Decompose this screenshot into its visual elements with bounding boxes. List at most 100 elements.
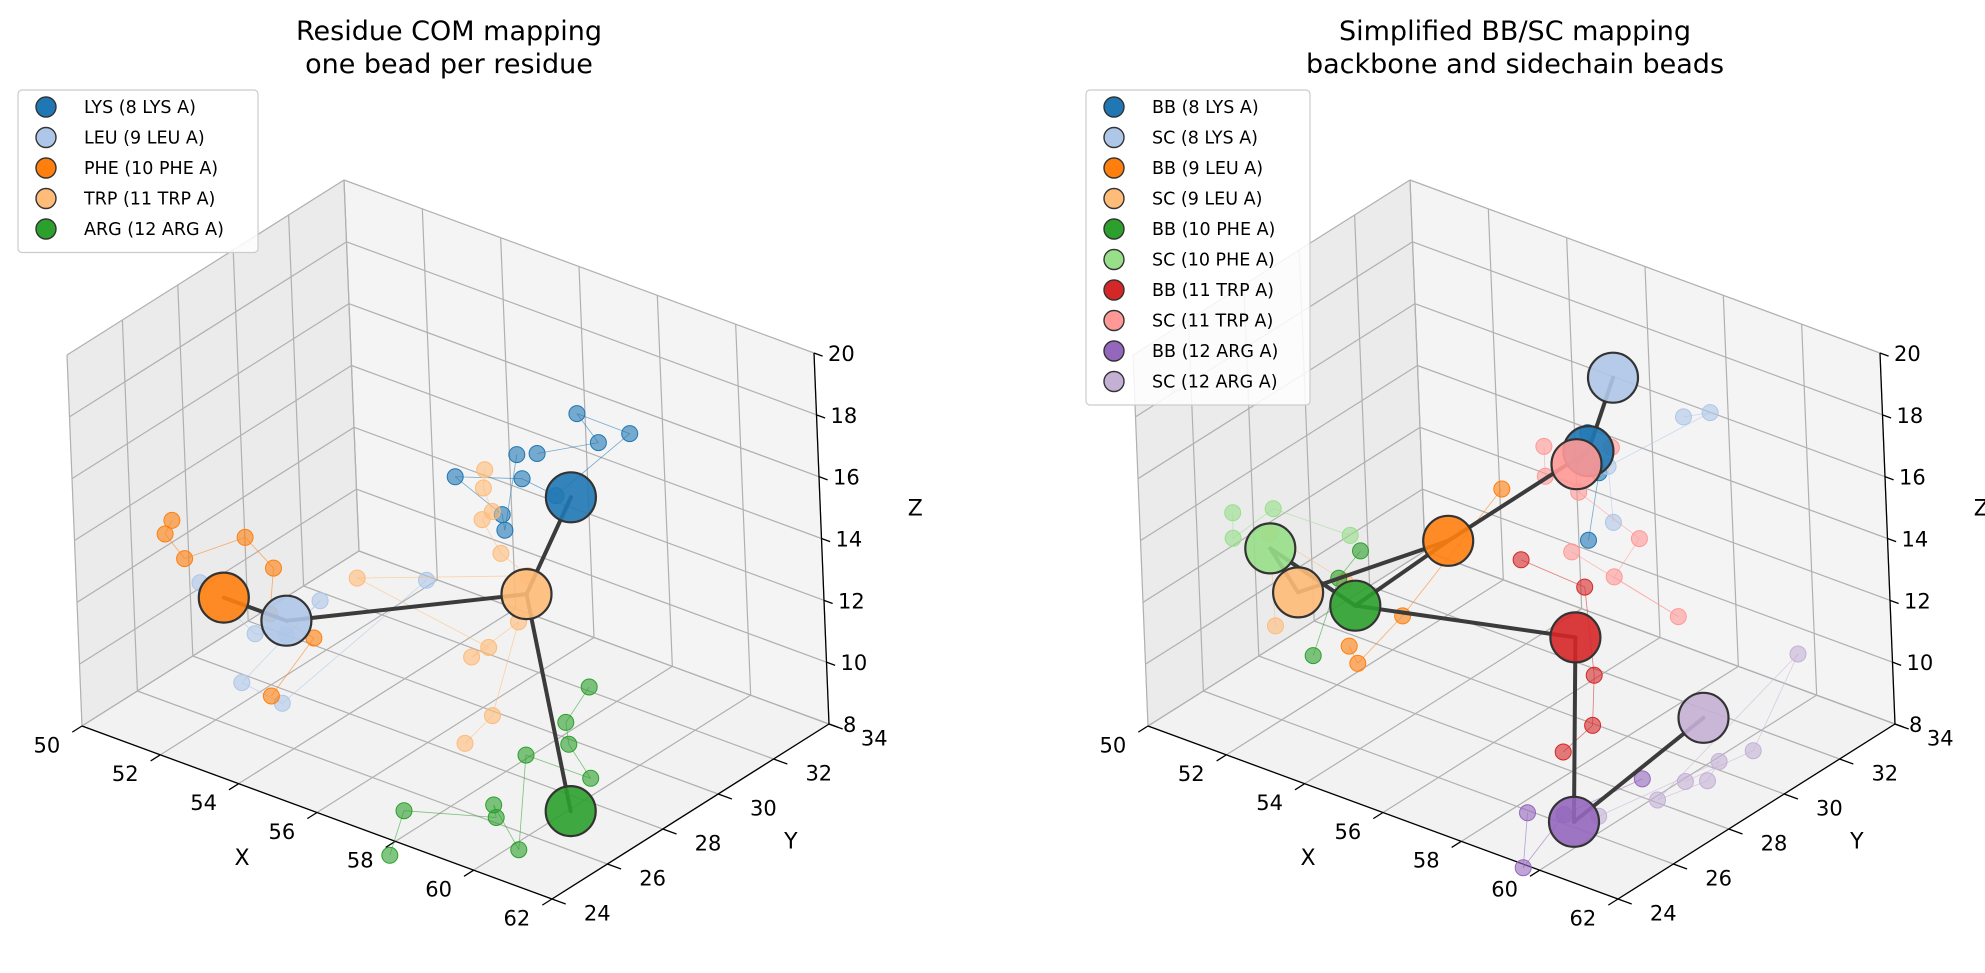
y-tick-label: 30 [1816, 797, 1843, 821]
gridline-z-left [76, 426, 355, 603]
x-tick-mark [1294, 783, 1306, 791]
bead-bond [284, 592, 529, 623]
chart-subtitle: one bead per residue [305, 49, 593, 80]
x-axis-label: X [1301, 846, 1316, 871]
atom-point [1630, 530, 1648, 548]
bead-bb-11 [1549, 611, 1602, 664]
gridline-z-left [66, 179, 345, 356]
atom-bond [471, 621, 519, 658]
atom-point [1669, 608, 1687, 626]
gridline-z-back [1414, 303, 1886, 478]
atom-point [517, 746, 535, 764]
bead-sc-11 [1550, 438, 1603, 491]
atom-point [582, 769, 600, 787]
bead-sc-9 [1271, 566, 1325, 619]
legend-marker [1103, 218, 1125, 240]
data-layer [1224, 351, 1807, 877]
gridline-y-floor [1369, 585, 1840, 760]
atom-point [474, 479, 492, 497]
atom-bond [356, 577, 489, 648]
z-tick-label: 18 [831, 404, 858, 428]
y-tick-label: 26 [639, 867, 666, 891]
gridline-x-floor [1304, 608, 1582, 785]
atom-point [236, 528, 254, 546]
atom-point [476, 461, 494, 479]
gridline-x-floor [1382, 636, 1661, 814]
bead-bond [1571, 715, 1706, 824]
gridline-y-floor [303, 585, 774, 760]
z-tick-mark [1887, 537, 1897, 543]
z-tick-mark [816, 414, 826, 419]
legend-marker [35, 187, 57, 210]
atom-point [262, 687, 280, 705]
bead-bond [1571, 635, 1578, 824]
atom-point [446, 468, 464, 486]
atom-point [1633, 770, 1651, 788]
atom-point [1519, 804, 1536, 822]
legend-label: BB (11 TRP A) [1152, 281, 1274, 301]
atom-point [1512, 551, 1530, 569]
atom-point [1649, 791, 1666, 809]
y-tick-mark [662, 828, 677, 835]
chart-subtitle: backbone and sidechain beads [1306, 49, 1724, 80]
atom-point [1352, 542, 1369, 560]
legend-marker [35, 218, 57, 240]
legend-label: LYS (8 LYS A) [84, 98, 196, 118]
atom-bond [1578, 491, 1640, 539]
atom-point [1554, 743, 1572, 761]
atom-point [163, 511, 181, 529]
bead-trp [500, 567, 553, 621]
bead-leu [260, 594, 313, 647]
legend-marker [1103, 279, 1125, 301]
atom-point [1224, 529, 1242, 547]
gridline-z-left [81, 550, 360, 727]
atom-point [510, 841, 528, 859]
y-tick-label: 24 [584, 902, 611, 926]
atom-point [1340, 637, 1358, 655]
atom-bond [1607, 466, 1614, 523]
z-tick-mark [821, 537, 831, 543]
atom-point [1699, 772, 1716, 790]
y-tick-label: 32 [805, 762, 832, 786]
y-tick-label: 26 [1705, 867, 1732, 891]
atom-bond [537, 442, 599, 454]
atom-bond [525, 754, 591, 779]
legend-label: SC (9 LEU A) [1152, 190, 1262, 210]
x-tick-label: 56 [1335, 820, 1362, 844]
gridline-z-left [71, 303, 350, 480]
bead-arg [544, 784, 597, 838]
atom-point [1584, 716, 1602, 734]
gridline-y-floor [137, 690, 608, 865]
atom-bond [357, 575, 528, 579]
y-tick-label: 28 [695, 832, 722, 856]
z-tick-label: 20 [828, 342, 855, 366]
atom-bond [1598, 761, 1720, 817]
atom-bond [1522, 812, 1528, 868]
atom-point [1576, 578, 1594, 596]
gridline-z-left [74, 364, 352, 542]
legend-marker [1103, 126, 1125, 149]
bead-sc-10 [1244, 522, 1297, 575]
z-tick-mark [823, 599, 833, 605]
atom-bond [1657, 780, 1708, 801]
y-tick-label: 28 [1761, 832, 1788, 856]
z-axis-label: Z [1974, 497, 1985, 522]
legend: LYS (8 LYS A) LEU (9 LEU A) PHE (10 PHE A)… [17, 89, 259, 254]
atom-bond [403, 810, 497, 818]
x-tick-label: 58 [1413, 849, 1440, 873]
atom-point [395, 802, 413, 820]
y-tick-mark [1673, 863, 1688, 870]
bead-bb-10 [1329, 579, 1382, 632]
atom-point [1563, 543, 1581, 561]
y-axis-line [1617, 723, 1896, 900]
atom-point [580, 678, 598, 696]
atom-bond [271, 637, 315, 697]
z-tick-mark [828, 723, 838, 728]
atom-bond [1357, 615, 1403, 664]
z-tick-label: 10 [1907, 651, 1934, 675]
gridline-z-back [346, 241, 817, 416]
legend-marker [35, 157, 57, 179]
z-tick-mark [1882, 414, 1892, 419]
legend-marker [1103, 96, 1125, 118]
